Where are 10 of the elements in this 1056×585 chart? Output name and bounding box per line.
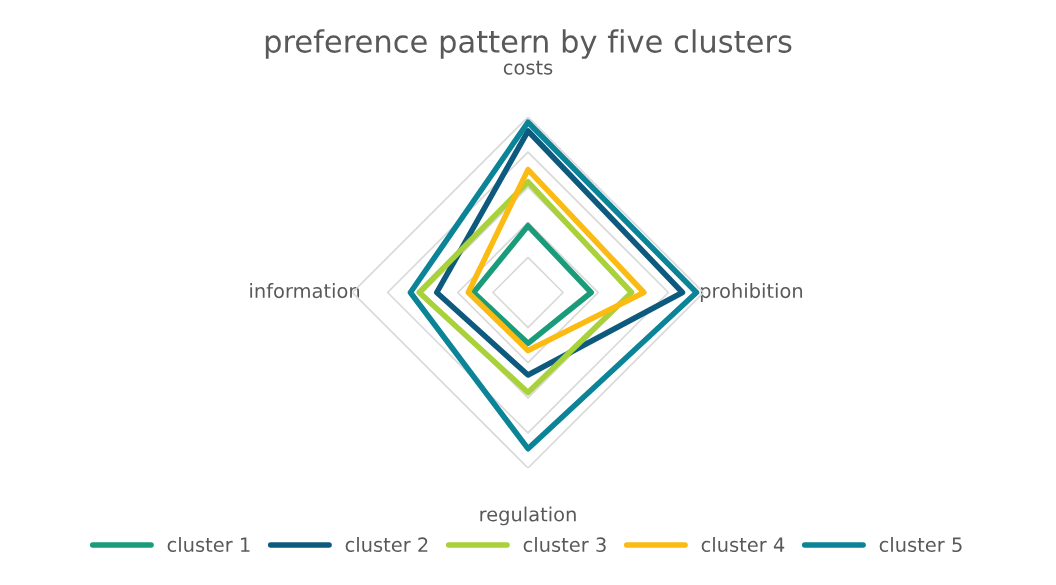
spoke-label: regulation xyxy=(480,506,576,526)
legend-label: cluster 4 xyxy=(701,536,785,553)
chart-title: preference pattern by five clusters xyxy=(265,29,792,59)
legend-label: cluster 2 xyxy=(345,536,428,553)
spoke-label: costs xyxy=(503,60,553,75)
spoke-label: prohibition xyxy=(700,283,803,302)
spoke-label: information xyxy=(250,283,360,299)
legend-label: cluster 1 xyxy=(167,536,250,553)
legend-label: cluster 5 xyxy=(879,536,962,553)
legend-label: cluster 3 xyxy=(523,536,606,553)
